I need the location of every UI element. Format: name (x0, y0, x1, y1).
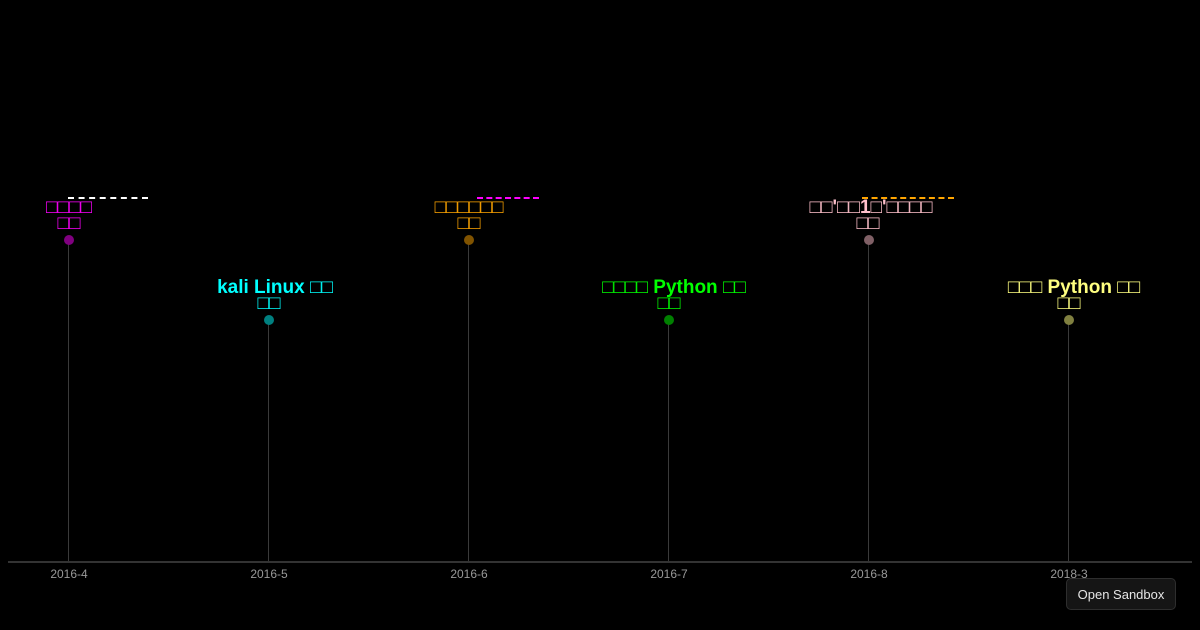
event-label: kali Linux □□ □□ (217, 277, 333, 314)
event-label: □□'□□1□'□□□□ □□ (809, 197, 933, 234)
event-dot[interactable] (464, 235, 474, 245)
connector-dash (862, 197, 954, 199)
event-dot[interactable] (864, 235, 874, 245)
event-stem (68, 240, 69, 561)
x-axis-line (8, 561, 1192, 563)
x-tick-label: 2016-4 (50, 567, 88, 581)
event-stem (668, 320, 669, 561)
x-tick-label: 2016-7 (650, 567, 688, 581)
event-label: □□□□ Python □□ □□ (602, 277, 746, 314)
event-label: □□□□ □□ (46, 197, 92, 234)
event-stem (1068, 320, 1069, 561)
event-dot[interactable] (264, 315, 274, 325)
x-tick-label: 2016-5 (250, 567, 288, 581)
x-tick-label: 2016-8 (850, 567, 888, 581)
x-tick-label: 2018-3 (1050, 567, 1088, 581)
event-stem (868, 240, 869, 561)
connector-dash (68, 197, 148, 199)
x-tick-label: 2016-6 (450, 567, 488, 581)
event-label: □□□ Python □□ □□ (1007, 277, 1141, 314)
event-dot[interactable] (64, 235, 74, 245)
event-label: □□□□□□ □□ (434, 197, 504, 234)
event-stem (268, 320, 269, 561)
event-dot[interactable] (664, 315, 674, 325)
event-dot[interactable] (1064, 315, 1074, 325)
open-sandbox-button[interactable]: Open Sandbox (1066, 578, 1176, 610)
event-stem (468, 240, 469, 561)
connector-dash (477, 197, 539, 199)
